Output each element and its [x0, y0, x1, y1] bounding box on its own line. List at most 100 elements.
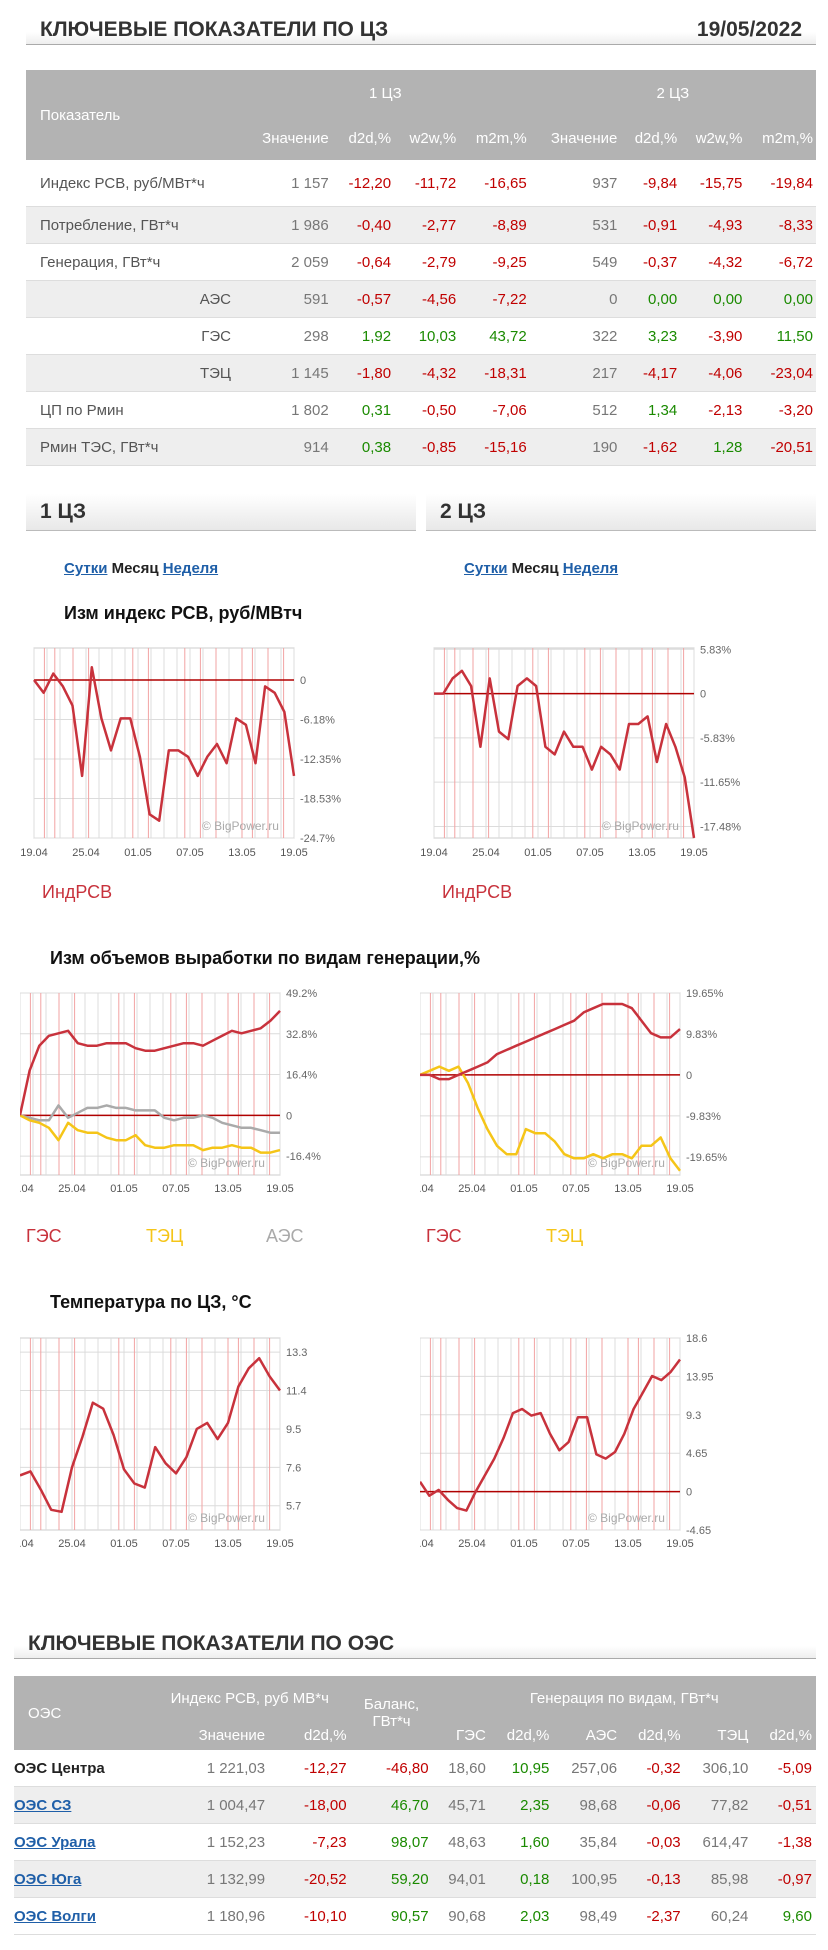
cell: -4,17	[620, 354, 681, 392]
table-row: ОЭС Волги 1 180,96 -10,10 90,57 90,68 2,03 98,…	[14, 1897, 816, 1935]
cell: 98,68	[553, 1786, 622, 1824]
cell: 1 157	[241, 160, 332, 207]
col-zone1: 1 ЦЗ	[241, 70, 530, 116]
section-zone1-label: 1 ЦЗ	[40, 500, 87, 523]
subcol-2-1: d2d,%	[620, 116, 681, 160]
oes-link[interactable]: ОЭС Волги	[14, 1907, 96, 1925]
cell: 10,03	[394, 317, 460, 355]
tab-week[interactable]: Неделя	[562, 560, 619, 577]
y-tick-label: 9.3	[686, 1410, 701, 1422]
cell: -7,22	[459, 280, 530, 318]
cell: 2,35	[489, 1786, 554, 1824]
row-label: Рмин ТЭС, ГВт*ч	[26, 428, 241, 466]
oes-title: КЛЮЧЕВЫЕ ПОКАЗАТЕЛИ ПО ОЭС	[28, 1632, 395, 1655]
row-label: Генерация, ГВт*ч	[26, 243, 241, 281]
cell: 1 180,96	[149, 1897, 270, 1935]
x-tick-label: 07.05	[576, 847, 604, 859]
oes-link[interactable]: ОЭС Урала	[14, 1833, 96, 1851]
subcol-2-2: w2w,%	[680, 116, 746, 160]
cell: 217	[529, 354, 621, 392]
y-tick-label: -4.65	[686, 1525, 711, 1537]
y-tick-label: 32.8%	[286, 1029, 317, 1041]
cell: -16,65	[459, 160, 530, 207]
key-indicators-table: Показатель 1 ЦЗ 2 ЦЗ Значение d2d,% w2w,% m…	[26, 70, 816, 466]
subcol-1-2: w2w,%	[394, 116, 460, 160]
table-row: ЦП по Рмин 1 802 0,31 -0,50 -7,06 512 1,34 -2,1…	[26, 391, 816, 429]
series-line-red	[420, 1002, 681, 1081]
oes-link[interactable]: ОЭС СЗ	[14, 1796, 72, 1814]
tabs-zone2: Сутки Месяц Неделя	[464, 560, 618, 577]
y-tick-label: -5.83%	[700, 733, 735, 745]
cell: 9,60	[752, 1897, 816, 1935]
x-tick-label: 19.05	[266, 1538, 294, 1550]
cell: -0,37	[620, 243, 681, 281]
cell: -8,89	[459, 206, 530, 244]
page-header: КЛЮЧЕВЫЕ ПОКАЗАТЕЛИ ПО ЦЗ 19/05/2022	[26, 4, 816, 45]
x-tick-label: 13.05	[614, 1538, 642, 1550]
x-tick-label: 19.05	[266, 1183, 294, 1195]
cell: -0,57	[331, 280, 395, 318]
cell: 322	[529, 317, 621, 355]
subcol-1-1: d2d,%	[331, 116, 395, 160]
chart-temp-zone1: 13.3 11.4 9.5 7.6 5.7 © BigPower.ru 19.04 25.04…	[20, 1337, 307, 1550]
cell: 914	[241, 428, 332, 466]
oes-name[interactable]: ОЭС СЗ	[14, 1786, 149, 1824]
x-tick-label: 25.04	[72, 847, 100, 859]
row-label: ГЭС	[26, 317, 241, 355]
x-tick-label: 19.04	[20, 1538, 34, 1550]
y-tick-label: 9.83%	[686, 1029, 717, 1041]
tab-day[interactable]: Сутки	[64, 560, 108, 577]
col-zone2: 2 ЦЗ	[529, 70, 816, 116]
y-tick-label: 13.95	[686, 1371, 714, 1383]
cell: -3,90	[680, 317, 746, 355]
cell: -19,84	[745, 160, 816, 207]
tab-month[interactable]: Месяц	[111, 560, 159, 577]
cell: -0,13	[621, 1860, 685, 1898]
cell: 1,28	[680, 428, 746, 466]
x-tick-label: 19.04	[20, 1183, 34, 1195]
oes-table: ОЭС Индекс РСВ, руб МВ*ч Баланс, ГВт*ч Г…	[14, 1676, 816, 1935]
series-line-red	[434, 669, 696, 839]
cell: -4,06	[680, 354, 746, 392]
table-row: Рмин ТЭС, ГВт*ч 914 0,38 -0,85 -15,16 190 -1,6…	[26, 428, 816, 466]
col-balance: Баланс, ГВт*ч	[350, 1676, 433, 1750]
tab-day[interactable]: Сутки	[464, 560, 508, 577]
cell: -1,62	[620, 428, 681, 466]
y-tick-label: 5.83%	[700, 644, 731, 656]
cell: -7,23	[269, 1823, 351, 1861]
col-price: Индекс РСВ, руб МВ*ч	[149, 1676, 351, 1720]
table-row: Индекс РСВ, руб/МВт*ч 1 157 -12,20 -11,72 -1…	[26, 160, 816, 207]
y-tick-label: 0	[700, 689, 706, 701]
report-date: 19/05/2022	[696, 18, 802, 41]
oes-name[interactable]: ОЭС Урала	[14, 1823, 149, 1861]
cell: -11,72	[394, 160, 460, 207]
cell: -9,25	[459, 243, 530, 281]
col-indicator: Показатель	[26, 70, 241, 160]
table-row: ГЭС 298 1,92 10,03 43,72 322 3,23 -3,90 11,50	[26, 317, 816, 355]
x-tick-label: 13.05	[628, 847, 656, 859]
oes-name[interactable]: ОЭС Юга	[14, 1860, 149, 1898]
chart-gen-zone1: 49.2% 32.8% 16.4% 0 -16.4% © BigPower.ru 19.04…	[20, 988, 321, 1195]
cell: -1,38	[752, 1823, 816, 1861]
y-tick-label: -11.65%	[700, 777, 740, 789]
cell: 0,00	[680, 280, 746, 318]
cell: 85,98	[684, 1860, 753, 1898]
cell: 1 986	[241, 206, 332, 244]
cell: -18,00	[269, 1786, 351, 1824]
x-tick-label: 13.05	[214, 1538, 242, 1550]
oes-link[interactable]: ОЭС Юга	[14, 1870, 82, 1888]
x-tick-label: 07.05	[176, 847, 204, 859]
cell: -9,84	[620, 160, 681, 207]
row-label: АЭС	[26, 280, 241, 318]
x-tick-label: 19.05	[680, 847, 708, 859]
cell: 1 152,23	[149, 1823, 270, 1861]
oes-name[interactable]: ОЭС Волги	[14, 1897, 149, 1935]
cell: 98,07	[350, 1823, 433, 1861]
y-tick-label: 18.6	[686, 1333, 707, 1345]
chart-title-gen: Изм объемов выработки по видам генерации…	[50, 948, 481, 968]
tab-month[interactable]: Месяц	[511, 560, 559, 577]
y-tick-label: 11.4	[286, 1386, 307, 1398]
x-tick-label: 07.05	[162, 1538, 190, 1550]
tab-week[interactable]: Неделя	[162, 560, 219, 577]
cell: 98,49	[553, 1897, 622, 1935]
